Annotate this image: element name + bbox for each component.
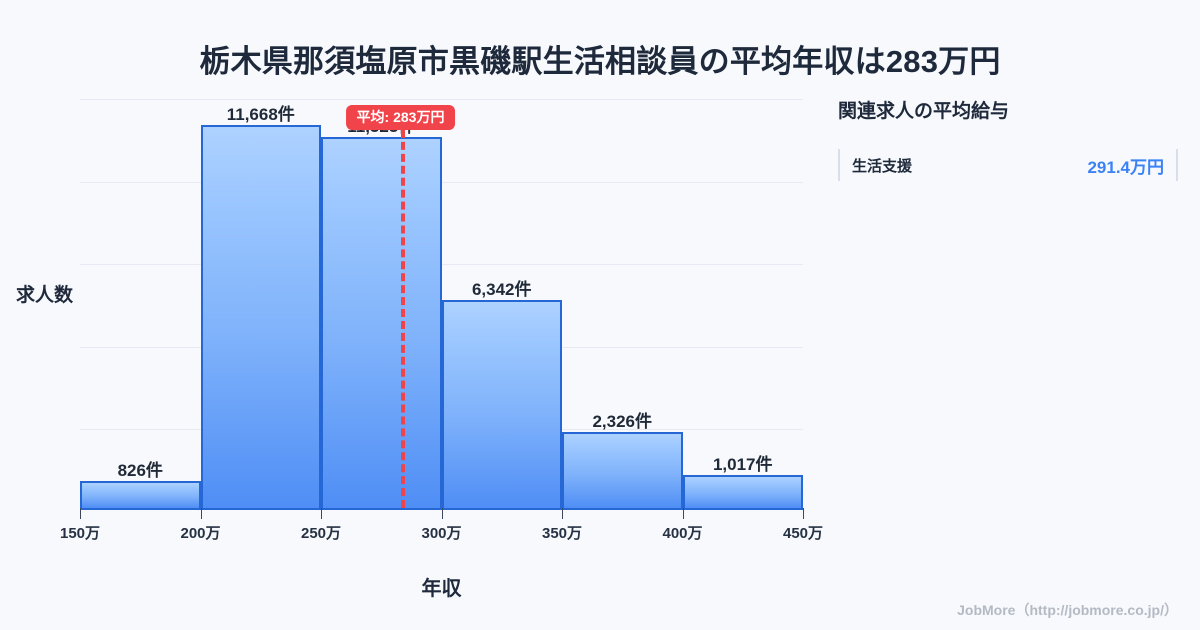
bar: [682, 474, 803, 508]
x-axis-tick: [321, 508, 322, 519]
related-salary-list: 生活支援 291.4万円: [838, 147, 1178, 183]
x-axis-tick-label: 250万: [300, 525, 342, 542]
related-salary-heading: 関連求人の平均給与: [838, 101, 1010, 122]
bar: [441, 300, 562, 508]
x-axis-tick: [682, 508, 684, 519]
x-axis-title: 年収: [421, 578, 462, 600]
salary-row-label: 生活支援: [852, 157, 913, 175]
page-title: 栃木県那須塩原市黒磯駅生活相談員の平均年収は283万円: [199, 44, 1001, 79]
x-axis-tick: [803, 508, 804, 519]
bar: [80, 480, 201, 508]
related-salary-panel: 関連求人の平均給与 生活支援 291.4万円: [838, 96, 1178, 183]
x-axis-tick-label: 300万: [421, 525, 462, 542]
x-axis-tick-label: 400万: [662, 525, 703, 542]
x-axis-tick: [80, 508, 81, 519]
bar: [321, 136, 442, 508]
x-axis-tick: [562, 508, 563, 519]
x-axis-tick-label: 150万: [59, 525, 101, 542]
x-axis-tick: [441, 508, 443, 519]
x-axis-tick-label: 200万: [180, 525, 221, 542]
gridline: [80, 264, 803, 265]
average-badge: 平均: 283万円: [345, 105, 456, 131]
bar: [200, 125, 321, 508]
y-axis-title: 求人数: [16, 285, 74, 306]
bar-value-label: 6,342件: [471, 280, 532, 300]
x-axis-tick: [200, 508, 202, 519]
watermark: JobMore（http://jobmore.co.jp/）: [957, 602, 1178, 618]
x-axis-tick-label: 450万: [782, 525, 824, 542]
bar-value-label: 826件: [117, 460, 163, 480]
average-line: [400, 130, 405, 508]
bar: [562, 431, 683, 508]
bar-value-label: 2,326件: [592, 411, 653, 431]
salary-row-value: 291.4万円: [1087, 157, 1164, 177]
x-axis-tick-label: 350万: [541, 525, 583, 542]
gridline: [80, 99, 803, 100]
gridline: [80, 181, 803, 183]
bar-value-label: 1,017件: [712, 454, 773, 474]
salary-row: 生活支援 291.4万円: [838, 147, 1178, 183]
bar-value-label: 11,668件: [226, 105, 295, 125]
